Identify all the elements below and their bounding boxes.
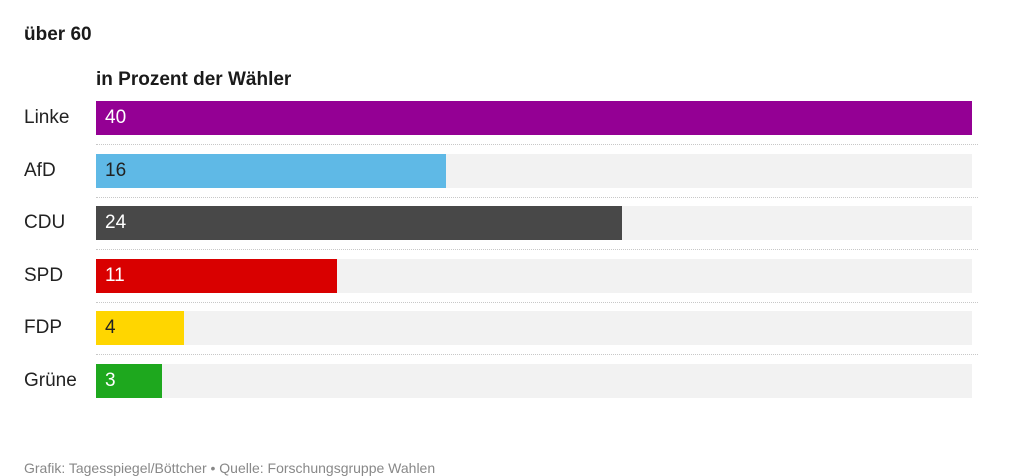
row-divider <box>96 302 978 303</box>
bar: 4 <box>96 311 184 345</box>
bar-value-label: 3 <box>105 370 116 391</box>
row-divider <box>96 197 978 198</box>
bar-value-label: 24 <box>105 212 127 233</box>
category-label: FDP <box>24 317 62 338</box>
category-label: AfD <box>24 160 56 181</box>
bar-value-label: 16 <box>105 160 127 181</box>
bar-row: AfD 16 <box>0 154 1024 188</box>
bar-track: 24 <box>96 206 972 240</box>
bar: 11 <box>96 259 337 293</box>
category-label: Linke <box>24 107 70 128</box>
category-label: Grüne <box>24 370 77 391</box>
bar: 16 <box>96 154 446 188</box>
bar-value-label: 11 <box>105 265 125 286</box>
bar-track: 3 <box>96 364 972 398</box>
bar-track: 4 <box>96 311 972 345</box>
bar: 40 <box>96 101 972 135</box>
bar-track: 16 <box>96 154 972 188</box>
row-divider <box>96 354 978 355</box>
bar-row: CDU 24 <box>0 206 1024 240</box>
bar-value-label: 4 <box>105 317 116 338</box>
bar-row: Grüne 3 <box>0 364 1024 398</box>
chart-subtitle: in Prozent der Wähler <box>96 69 292 90</box>
source-note: Grafik: Tagesspiegel/Böttcher • Quelle: … <box>24 460 436 476</box>
bar-track: 11 <box>96 259 972 293</box>
bar-row: SPD 11 <box>0 259 1024 293</box>
chart-title: über 60 <box>24 24 92 45</box>
bar-track: 40 <box>96 101 972 135</box>
category-label: CDU <box>24 212 66 233</box>
bar-row: Linke 40 <box>0 101 1024 135</box>
bar-row: FDP 4 <box>0 311 1024 345</box>
bar: 3 <box>96 364 162 398</box>
row-divider <box>96 144 978 145</box>
category-label: SPD <box>24 265 64 286</box>
bar: 24 <box>96 206 622 240</box>
bar-value-label: 40 <box>105 107 127 128</box>
row-divider <box>96 249 978 250</box>
